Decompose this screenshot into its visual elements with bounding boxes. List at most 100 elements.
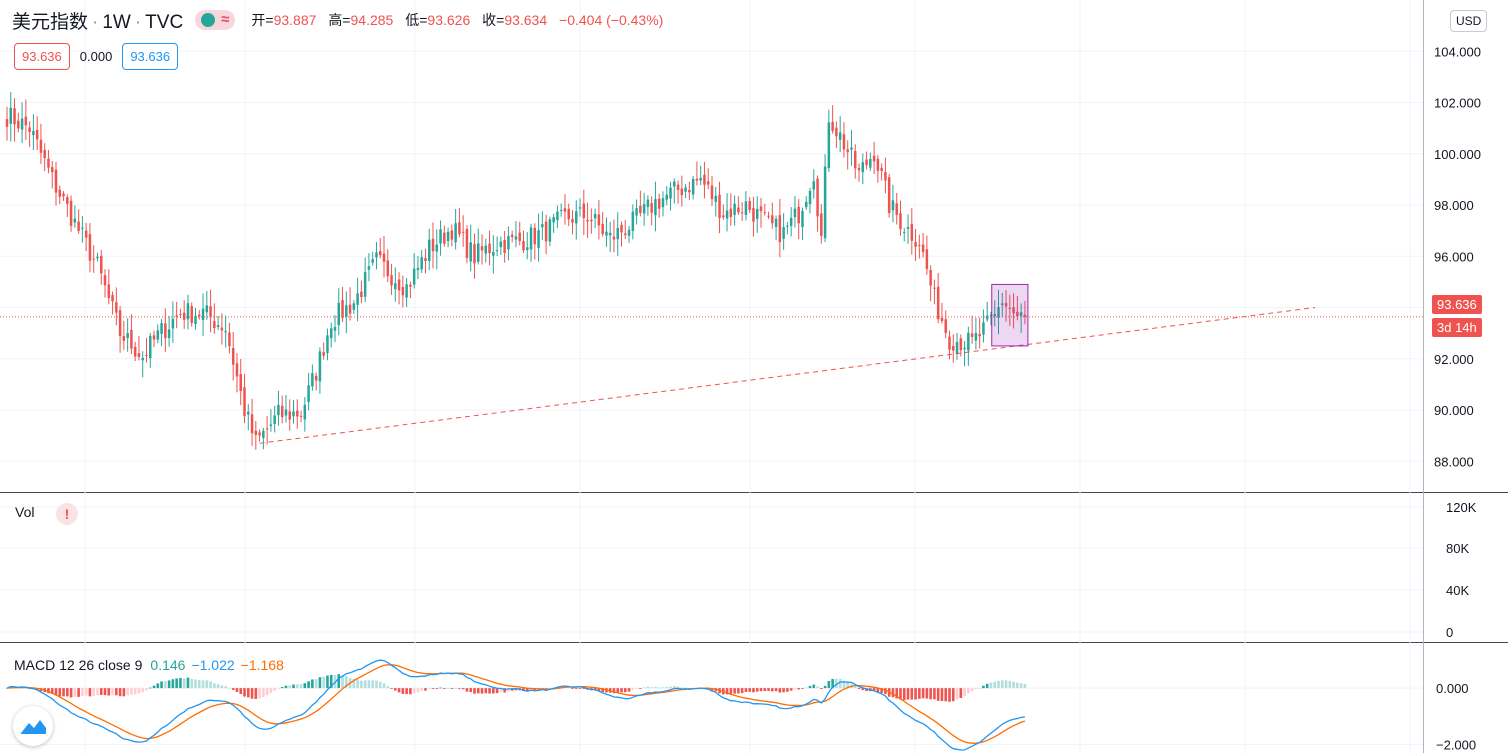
candle-body (846, 149, 849, 153)
macd-histogram-bar (186, 677, 190, 689)
candle-body (940, 317, 944, 322)
macd-histogram-bar (725, 688, 729, 695)
bar-countdown-label: 3d 14h (1432, 318, 1482, 337)
tradingview-logo-icon[interactable] (13, 706, 53, 746)
candle-body (190, 306, 193, 323)
candle-body (133, 346, 137, 357)
candle-body (220, 327, 224, 331)
candle-body (484, 245, 488, 254)
candle-body (533, 227, 537, 245)
candle-body (597, 214, 601, 226)
macd-histogram-bar (269, 688, 273, 694)
candle-body (69, 200, 73, 226)
macd-histogram-bar (409, 688, 412, 695)
macd-histogram-bar (940, 688, 944, 702)
candle-body (835, 127, 838, 137)
macd-histogram-bar (152, 685, 156, 689)
candle-body (450, 230, 454, 240)
candle-body (522, 241, 525, 251)
macd-histogram-bar (612, 688, 616, 694)
macd-histogram-bar (846, 682, 850, 689)
macd-histogram-bar (363, 680, 367, 689)
candle-body (718, 194, 721, 219)
candle-body (608, 232, 612, 236)
macd-line (6, 659, 1025, 751)
price-tick-label: 102.000 (1434, 96, 1481, 111)
warning-icon[interactable]: ! (56, 503, 78, 525)
candle-body (5, 119, 9, 127)
macd-histogram-bar (179, 678, 182, 689)
macd-histogram-bar (853, 686, 857, 689)
market-status-badge[interactable]: ≈ (195, 10, 236, 30)
macd-histogram-bar (902, 688, 906, 701)
macd-histogram-bar (469, 688, 473, 692)
macd-histogram-bar (974, 688, 978, 690)
macd-histogram-bar (378, 681, 382, 689)
macd-histogram-bar (258, 688, 261, 699)
candle-body (130, 329, 133, 349)
close-label: 收= (482, 12, 505, 28)
macd-histogram-bar (635, 688, 638, 689)
macd-histogram-bar (827, 680, 831, 689)
candle-body (115, 302, 118, 313)
buy-price-box[interactable]: 93.636 (122, 43, 179, 70)
macd-histogram-bar (262, 688, 265, 697)
macd-histogram-bar (66, 688, 69, 697)
macd-histogram-bar (582, 688, 586, 689)
candle-body (680, 188, 684, 196)
candle-body (171, 318, 175, 329)
candle-body (122, 336, 126, 341)
macd-histogram-bar (58, 688, 62, 697)
sell-price-box[interactable]: 93.636 (14, 43, 70, 70)
macd-histogram-bar (665, 687, 669, 689)
macd-histogram-bar (454, 688, 457, 689)
macd-histogram-bar (808, 685, 812, 689)
macd-histogram-bar (793, 688, 797, 690)
candle-body (50, 167, 54, 173)
macd-histogram-bar (737, 688, 740, 694)
candle-body (62, 193, 65, 197)
candle-body (126, 333, 129, 338)
currency-button[interactable]: USD (1450, 10, 1488, 32)
price-tick-label: 88.000 (1434, 454, 1474, 469)
symbol-title[interactable]: 美元指数 · 1W · TVC (12, 11, 184, 33)
macd-histogram-bar (759, 688, 763, 692)
candle-body (725, 210, 729, 219)
macd-legend[interactable]: MACD 12 26 close 9 0.146 −1.022 −1.168 (14, 657, 284, 673)
macd-histogram-bar (254, 688, 258, 699)
candle-body (1023, 314, 1027, 317)
volume-title[interactable]: Vol (15, 504, 35, 520)
macd-histogram-bar (99, 688, 103, 695)
macd-histogram-bar (194, 679, 197, 689)
source-label: TVC (145, 11, 184, 33)
candle-body (695, 178, 699, 181)
candle-body (857, 168, 861, 171)
macd-signal-line (6, 664, 1026, 744)
macd-histogram-bar (967, 688, 970, 694)
macd-histogram-bar (782, 688, 785, 693)
candle-body (13, 108, 16, 125)
candle-body (352, 303, 356, 310)
quote-row: 93.636 0.000 93.636 (14, 43, 179, 70)
macd-histogram-bar (115, 688, 118, 696)
macd-histogram-bar (936, 688, 940, 701)
candle-body (559, 209, 563, 211)
candle-body (778, 215, 782, 243)
candle-body (401, 287, 405, 296)
candle-body (269, 424, 273, 427)
candle-body (84, 230, 88, 238)
candle-body (963, 347, 966, 350)
candle-body (793, 208, 797, 218)
candle-body (556, 211, 559, 221)
candle-body (767, 215, 770, 217)
candle-body (582, 203, 586, 219)
candle-body (646, 199, 650, 207)
macd-histogram-bar (224, 686, 227, 689)
macd-histogram-bar (740, 688, 744, 694)
macd-histogram-bar (963, 688, 966, 697)
candle-body (182, 312, 186, 320)
macd-histogram-bar (571, 688, 574, 689)
candle-body (35, 129, 39, 140)
candle-body (808, 190, 812, 205)
